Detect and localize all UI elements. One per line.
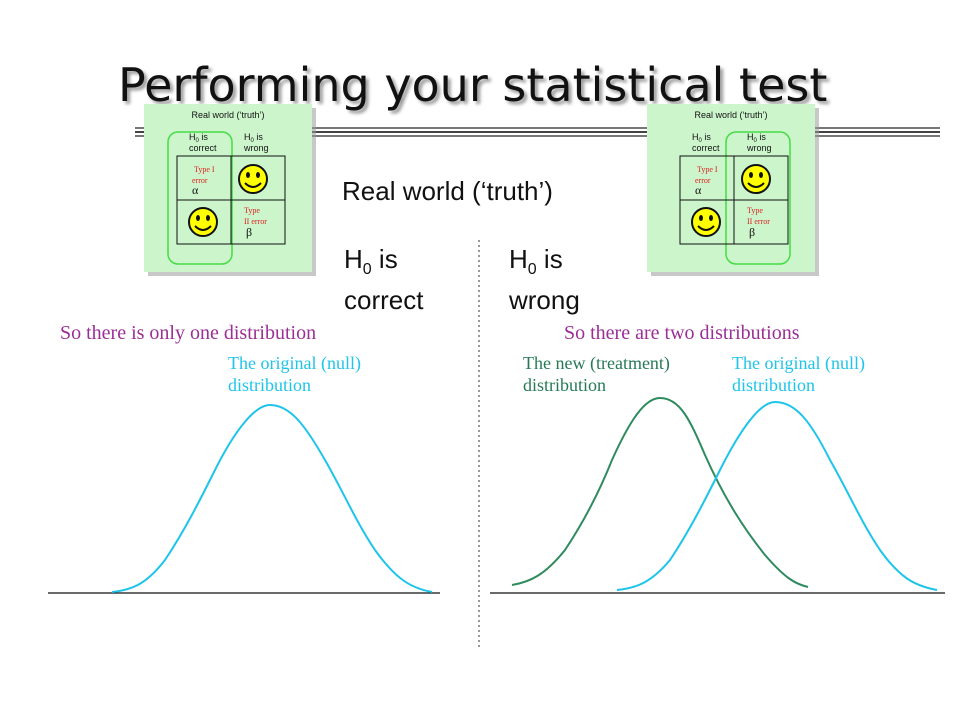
slide-title: Performing your statistical test: [118, 58, 828, 112]
svg-text:II error: II error: [747, 217, 770, 226]
smiley-icon: [188, 207, 218, 237]
beta-symbol: β: [749, 225, 755, 239]
svg-text:Type I: Type I: [194, 165, 215, 174]
h0-wrong-highlight: [725, 131, 791, 265]
null-distribution-label-left: The original (null) distribution: [228, 353, 361, 395]
h0-correct-label: H0 is correct: [344, 244, 424, 316]
svg-text:wrong: wrong: [746, 143, 772, 153]
left-caption: So there is only one distribution: [60, 322, 317, 344]
svg-text:II error: II error: [244, 217, 267, 226]
smiley-icon: [238, 164, 268, 194]
real-world-label: Real world (‘truth’): [342, 176, 553, 206]
treatment-curve: [511, 396, 809, 588]
svg-text:correct: correct: [189, 143, 217, 153]
null-distribution-label-right: The original (null) distribution: [732, 353, 865, 395]
svg-text:error: error: [192, 176, 208, 185]
mini-col-correct-header: H0 is: [189, 132, 208, 144]
svg-text:wrong: wrong: [243, 143, 269, 153]
h0-wrong-label: H0 is wrong: [509, 244, 580, 316]
smiley-icon: [741, 164, 771, 194]
mini-table-left: Real world (‘truth’) H0 is correct H0 is…: [144, 104, 316, 276]
right-caption: So there are two distributions: [564, 322, 800, 344]
alpha-symbol: α: [695, 183, 702, 197]
null-curve-right: [616, 400, 938, 591]
beta-symbol: β: [246, 225, 252, 239]
svg-text:correct: correct: [692, 143, 720, 153]
alpha-symbol: α: [192, 183, 199, 197]
svg-text:error: error: [695, 176, 711, 185]
svg-text:Type: Type: [244, 206, 260, 215]
mini-table-header: Real world (‘truth’): [694, 110, 767, 120]
mini-table-right: Real world (‘truth’) H0 is correct H0 is…: [647, 104, 819, 276]
svg-text:Type: Type: [747, 206, 763, 215]
mini-col-wrong-header: H0 is: [747, 132, 766, 144]
null-curve-left: [111, 403, 433, 593]
mini-table-header: Real world (‘truth’): [191, 110, 264, 120]
mini-col-correct-header: H0 is: [692, 132, 711, 144]
treatment-distribution-label: The new (treatment) distribution: [523, 353, 670, 395]
h0-correct-highlight: [167, 131, 233, 265]
svg-text:Type I: Type I: [697, 165, 718, 174]
mini-col-wrong-header: H0 is: [244, 132, 263, 144]
smiley-icon: [691, 207, 721, 237]
